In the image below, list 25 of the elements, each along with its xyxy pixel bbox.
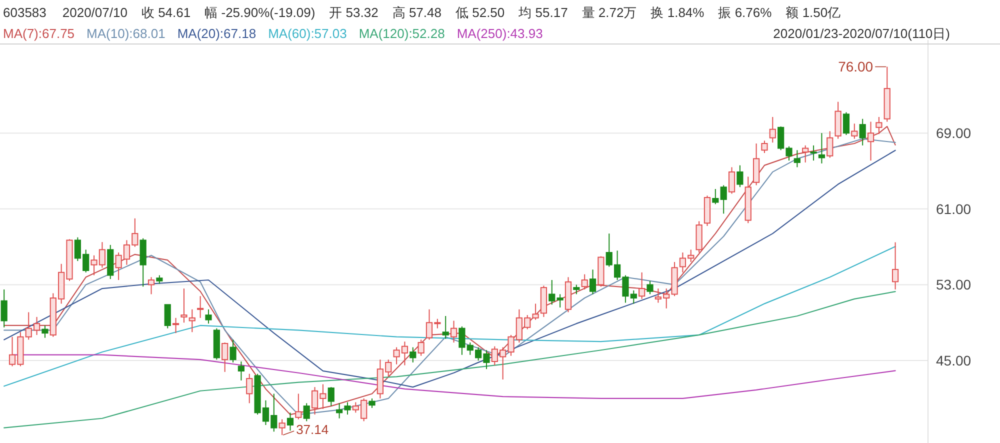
text: 2020/07/10 (62, 5, 128, 20)
legend-item: MA(60):57.03 (268, 26, 347, 41)
legend-item: MA(120):52.28 (358, 26, 445, 41)
annotation: 37.14 (296, 422, 329, 438)
text: 收 54.61 (141, 5, 191, 20)
text: 均 55.17 (518, 5, 568, 20)
y-tick-label: 61.00 (936, 200, 972, 217)
chart-subtitle: 2020/01/23-2020/07/10(110日) (773, 26, 950, 41)
annotation: 76.00 (838, 58, 874, 75)
text: 额 1.50亿 (786, 5, 841, 20)
y-tick-label: 45.00 (936, 352, 972, 369)
text: 幅 -25.90%(-19.09) (204, 5, 316, 20)
y-tick-label: 53.00 (936, 276, 972, 293)
legend-item: MA(250):43.93 (456, 26, 543, 41)
text: 换 1.84% (650, 5, 705, 20)
legend-item: MA(10):68.01 (86, 26, 166, 41)
text: 高 57.48 (392, 5, 442, 20)
chart-title: 603583 (3, 5, 46, 20)
legend-item: MA(7):67.75 (3, 26, 75, 41)
text: 低 52.50 (456, 5, 505, 20)
text: 开 53.32 (329, 5, 378, 20)
text: 量 2.72万 (582, 5, 637, 20)
y-tick-label: 69.00 (936, 125, 972, 142)
text: 振 6.76% (718, 5, 772, 20)
legend-item: MA(20):67.18 (177, 26, 256, 41)
